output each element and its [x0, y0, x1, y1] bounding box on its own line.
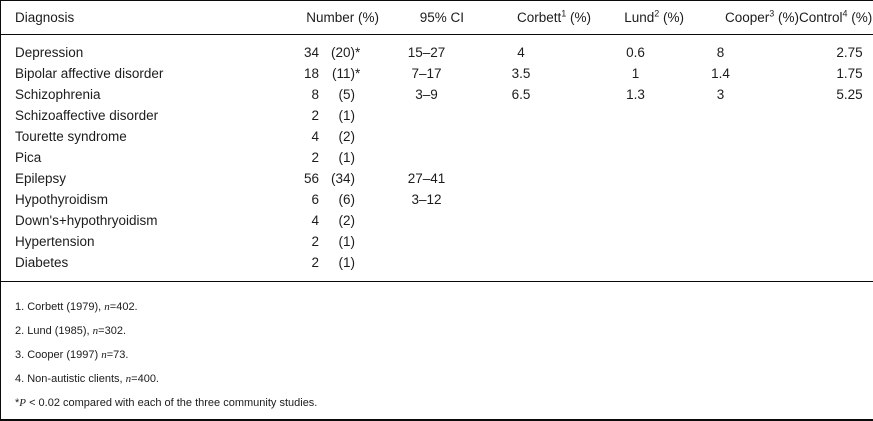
cell-diagnosis: Hypothyroidism: [15, 192, 109, 207]
number-count: 2: [311, 234, 319, 249]
cell-diagnosis: Diabetes: [15, 255, 69, 270]
number-percent: (1): [338, 108, 356, 123]
number-count: 4: [311, 213, 319, 228]
footnote: 4. Non-autistic clients, n=400.: [15, 373, 159, 385]
footnote-italic-symbol: n: [92, 325, 99, 337]
table-row: Hypertension 2 (1): [1, 231, 873, 252]
cell-number: 8 (5): [289, 87, 384, 102]
table-row: Schizoaffective disorder 2 (1): [1, 105, 873, 126]
cell-number: 18 (11) *: [289, 66, 384, 81]
number-count: 8: [311, 87, 319, 102]
footnote: 1. Corbett (1979), n=402.: [15, 301, 138, 313]
table-row: Diabetes 2 (1): [1, 252, 873, 273]
cell-number: 4 (2): [289, 129, 384, 144]
cell-diagnosis: Depression: [15, 45, 84, 60]
cell-corbett: 4: [517, 45, 525, 60]
table-row: Epilepsy 56 (34) 27–41: [1, 168, 873, 189]
table-row: Hypothyroidism 6 (6) 3–12: [1, 189, 873, 210]
footnote: 3. Cooper (1997) n=73.: [15, 349, 129, 361]
table-row: Schizophrenia 8 (5) 3–9 6.5 1.3 3 5.25: [1, 84, 873, 105]
footnote-italic-symbol: n: [125, 373, 132, 385]
cell-cooper: 8: [716, 45, 725, 60]
column-header-control: Control4 (%): [799, 8, 873, 25]
header-superscript: 3: [769, 8, 775, 19]
number-percent: (2): [338, 213, 356, 228]
table-row: Tourette syndrome 4 (2): [1, 126, 873, 147]
header-row: Diagnosis Number (%) 95% CI Corbett1 (%) Lun…: [1, 1, 873, 35]
cell-control: 5.25: [836, 87, 863, 102]
number-count: 6: [311, 192, 319, 207]
number-count: 56: [303, 171, 319, 186]
number-percent: (2): [338, 129, 356, 144]
table-row: Bipolar affective disorder 18 (11) * 7–17 3.5…: [1, 63, 873, 84]
cell-diagnosis: Hypertension: [15, 234, 95, 249]
cell-diagnosis: Schizoaffective disorder: [15, 108, 159, 123]
footnote: *P < 0.02 compared with each of the thre…: [15, 397, 318, 409]
table-body: Depression 34 (20) * 15–27 4 0.6 8 2.75 Bipolar a…: [1, 35, 873, 282]
table-row: Down's+hypothryoidism 4 (2): [1, 210, 873, 231]
cell-corbett: 3.5: [511, 66, 531, 81]
footnotes: 1. Corbett (1979), n=402. 2. Lund (1985),…: [1, 282, 873, 415]
cell-number: 4 (2): [289, 213, 384, 228]
cell-ci: 15–27: [407, 45, 446, 60]
cell-cooper: 3: [716, 87, 725, 102]
header-superscript: 1: [561, 8, 567, 19]
cell-ci: 7–17: [411, 66, 442, 81]
header-superscript: 4: [842, 8, 848, 19]
footnote-italic-symbol: n: [101, 349, 107, 361]
cell-diagnosis: Tourette syndrome: [15, 129, 127, 144]
cell-number: 2 (1): [289, 108, 384, 123]
column-header-ci: 95% CI: [419, 10, 464, 25]
number-percent: (1): [338, 150, 356, 165]
cell-control: 1.75: [836, 66, 863, 81]
cell-lund: 1: [631, 66, 640, 81]
number-count: 2: [311, 150, 319, 165]
number-percent: (1): [338, 234, 356, 249]
cell-ci: 27–41: [407, 171, 446, 186]
table-row: Depression 34 (20) * 15–27 4 0.6 8 2.75: [1, 42, 873, 63]
number-percent: (11): [331, 66, 355, 81]
cell-number: 2 (1): [289, 255, 384, 270]
cell-corbett: 6.5: [511, 87, 531, 102]
cell-number: 34 (20) *: [289, 45, 384, 60]
footnote-italic-symbol: P: [19, 397, 27, 409]
number-percent: (34): [330, 171, 355, 186]
footnote: 2. Lund (1985), n=302.: [15, 325, 127, 337]
cell-number: 56 (34): [289, 171, 384, 186]
cell-cooper: 1.4: [711, 66, 730, 81]
cell-lund: 0.6: [626, 45, 645, 60]
cell-control: 2.75: [836, 45, 863, 60]
header-superscript: 2: [654, 8, 660, 19]
number-count: 2: [311, 255, 319, 270]
cell-diagnosis: Down's+hypothryoidism: [15, 213, 158, 228]
number-percent: (1): [338, 255, 356, 270]
number-count: 4: [311, 129, 319, 144]
cell-diagnosis: Pica: [15, 150, 42, 165]
number-percent: (20): [330, 45, 355, 60]
number-count: 34: [303, 45, 319, 60]
cell-diagnosis: Bipolar affective disorder: [15, 66, 164, 81]
footnote-italic-symbol: n: [104, 301, 110, 313]
cell-number: 2 (1): [289, 234, 384, 249]
number-count: 2: [311, 108, 319, 123]
number-percent: (6): [338, 192, 356, 207]
number-percent: (5): [338, 87, 356, 102]
cell-ci: 3–12: [411, 192, 442, 207]
column-header-corbett: Corbett1 (%): [516, 8, 591, 25]
number-count: 18: [303, 66, 319, 81]
cell-number: 2 (1): [289, 150, 384, 165]
cell-diagnosis: Epilepsy: [15, 171, 67, 186]
cell-diagnosis: Schizophrenia: [15, 87, 101, 102]
cell-ci: 3–9: [415, 87, 438, 102]
table-row: Pica 2 (1): [1, 147, 873, 168]
cell-lund: 1.3: [626, 87, 645, 102]
column-header-lund: Lund2 (%): [624, 8, 684, 25]
column-header-diagnosis: Diagnosis: [15, 10, 75, 25]
column-header-number: Number (%): [306, 10, 379, 25]
column-header-cooper: Cooper3 (%): [724, 8, 799, 25]
cell-number: 6 (6): [289, 192, 384, 207]
